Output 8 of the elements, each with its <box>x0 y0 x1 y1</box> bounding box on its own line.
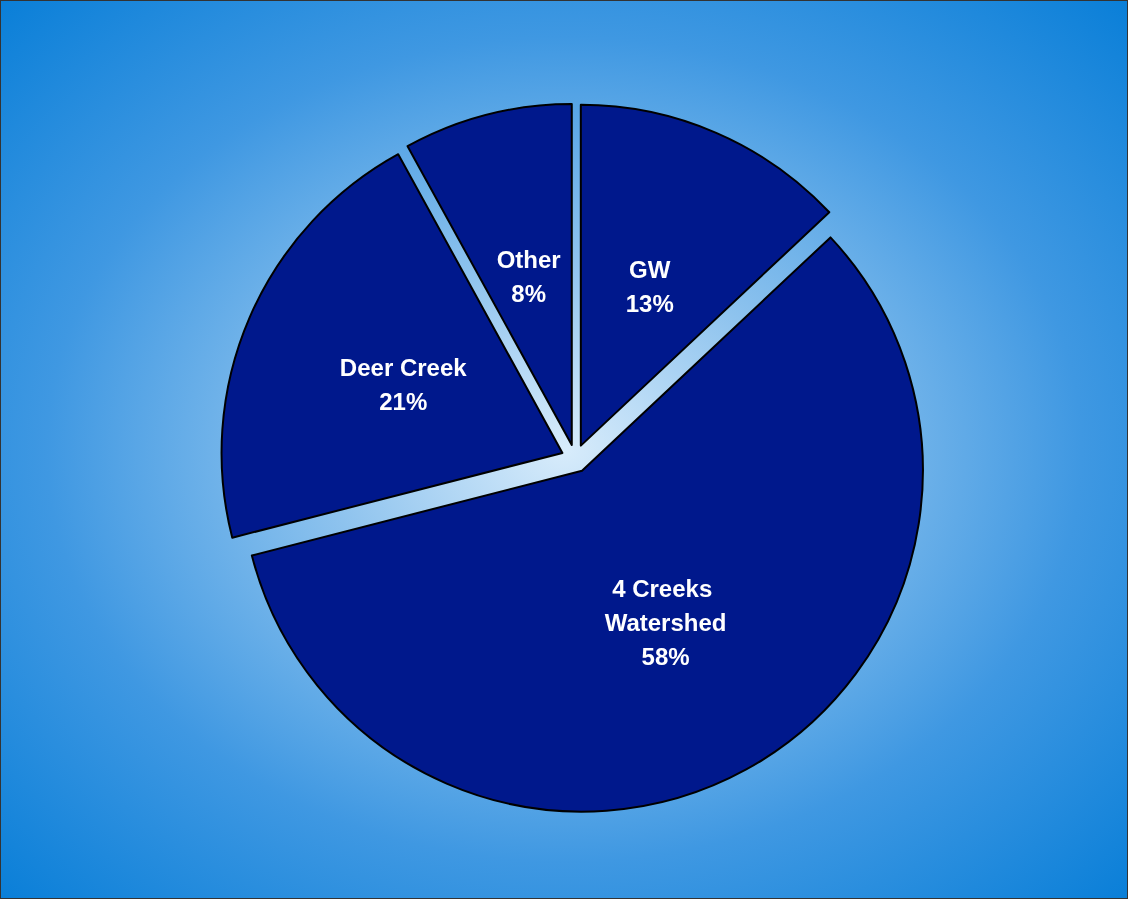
slice-label: Deer Creek <box>339 353 468 381</box>
slice-label: GW <box>629 255 671 283</box>
slice-label: Other <box>496 246 561 274</box>
slice-label: 4 Creeks Watershed <box>604 575 727 637</box>
data-label: 21% <box>379 387 428 415</box>
data-label: 58% <box>641 643 690 671</box>
data-label: 8% <box>511 280 546 308</box>
data-label: 13% <box>625 289 674 317</box>
